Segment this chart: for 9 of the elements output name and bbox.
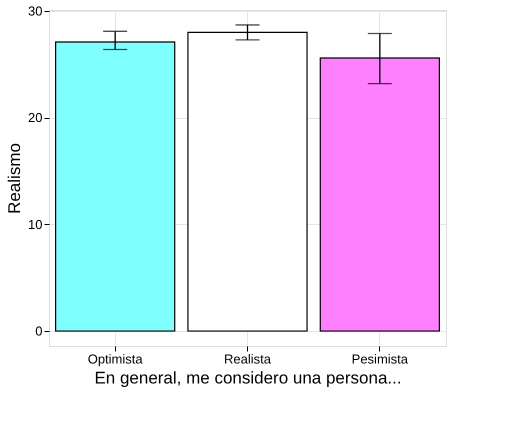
y-tick-label: 30 [28,4,42,19]
x-tick-label: Optimista [88,352,144,366]
x-tick-label: Pesimista [352,352,409,366]
y-axis-title: Realismo [5,143,24,214]
y-tick-label: 20 [28,110,42,126]
y-tick-label: 10 [28,216,42,232]
y-tick-label: 0 [35,324,42,339]
x-tick-label: Realista [224,352,272,366]
x-axis-title: En general, me considero una persona... [94,368,402,388]
